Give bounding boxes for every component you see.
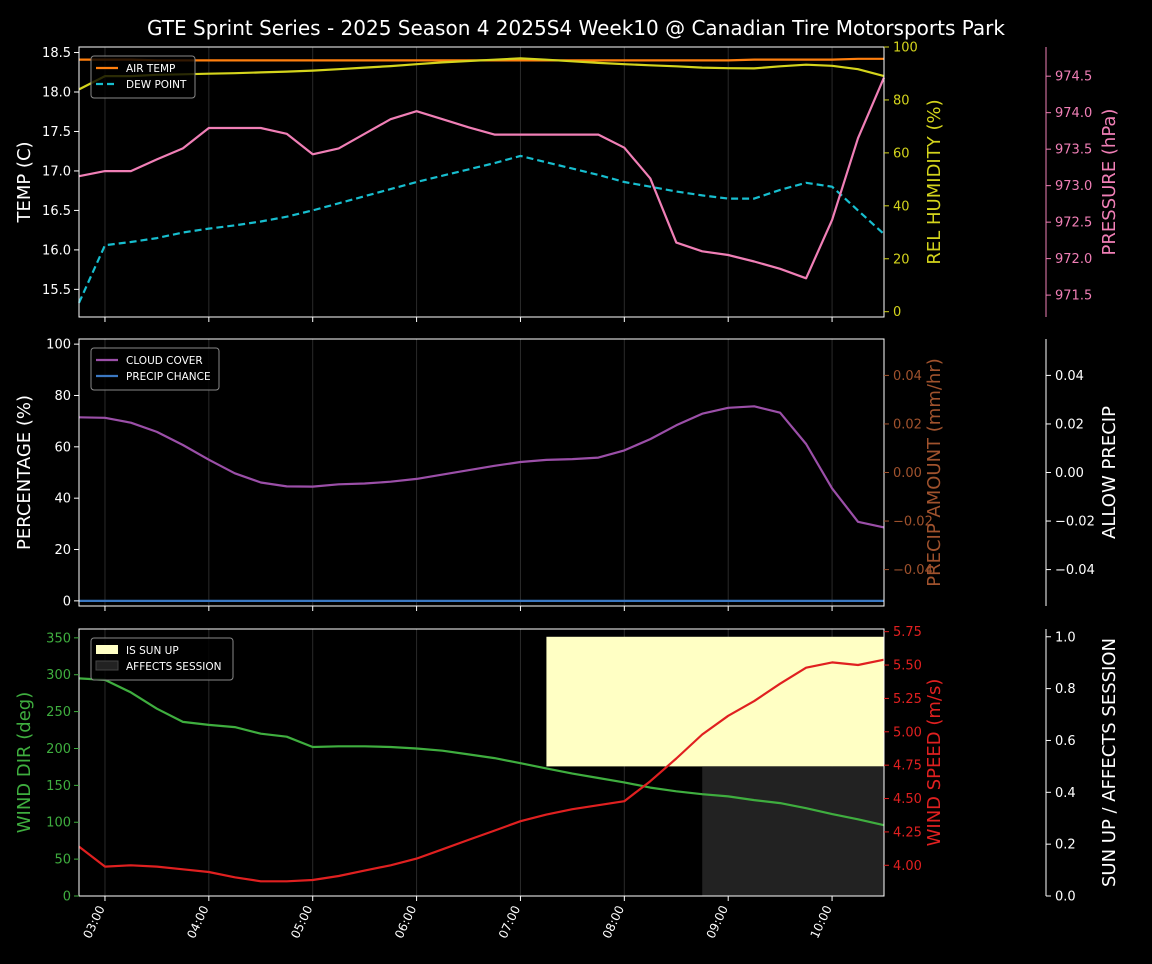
legend-swatch	[95, 660, 119, 671]
legend-box	[90, 637, 234, 681]
y-tick-label-right: 4.00	[893, 859, 922, 874]
panel-clouds: 0 20 40 60 80 100 PERCENTAGE (%) −0.04 −0.02 0.00…	[14, 338, 1120, 611]
y-tick-label-left: 16.0	[42, 243, 71, 258]
plot-frame	[78, 46, 885, 318]
series-line-wind-speed	[78, 658, 885, 883]
y-tick-label-right: 20	[893, 252, 910, 267]
legend-swatch	[96, 645, 118, 654]
y-tick-label-right: 5.50	[893, 659, 922, 674]
y-tick-label-right2: 0.8	[1055, 682, 1076, 697]
y-tick-label-left: 80	[54, 389, 71, 404]
y-axis-label-right2: SUN UP / AFFECTS SESSION	[1099, 638, 1120, 887]
y-tick-label-left: 16.5	[42, 204, 71, 219]
y-tick-label-left: 350	[46, 631, 71, 646]
y-tick-label-left: 18.5	[42, 46, 71, 61]
region-is-sun-up	[546, 636, 884, 767]
y-tick-label-right: 80	[893, 93, 910, 108]
y-axis-label-right: PRECIP AMOUNT (mm/hr)	[924, 358, 945, 587]
y-tick-label-right: 5.75	[893, 625, 922, 640]
y-tick-label-left: 200	[46, 742, 71, 757]
y-axis-label-left: TEMP (C)	[14, 141, 35, 223]
chart-title: GTE Sprint Series - 2025 Season 4 2025S4…	[147, 16, 1005, 40]
y-tick-label-left: 50	[54, 853, 71, 868]
y-tick-label-right2: 971.5	[1055, 289, 1092, 304]
legend: IS SUN UP AFFECTS SESSION	[90, 637, 234, 681]
y-tick-label-left: 0	[63, 890, 71, 905]
y-tick-label-right2: 0.0	[1055, 890, 1076, 905]
legend-entry-is-sun-up: IS SUN UP	[126, 645, 179, 657]
y-tick-label-left: 100	[46, 338, 71, 353]
y-axis-label-right: REL HUMIDITY (%)	[924, 99, 945, 264]
legend: AIR TEMP DEW POINT	[90, 55, 196, 99]
y-tick-label-right: 0.04	[893, 369, 922, 384]
series-line-wind-dir	[78, 677, 885, 827]
y-tick-label-right2: 0.4	[1055, 786, 1076, 801]
y-tick-label-right2: −0.02	[1055, 515, 1095, 530]
y-tick-label-right: 4.50	[893, 792, 922, 807]
legend-box	[90, 347, 220, 391]
y-axis-label-left: WIND DIR (deg)	[14, 692, 35, 834]
y-tick-label-right: 60	[893, 146, 910, 161]
y-tick-label-right: 0.02	[893, 417, 922, 432]
y-axis-label-right2: PRESSURE (hPa)	[1099, 109, 1120, 256]
region-affects-session	[702, 766, 884, 896]
y-tick-label-right: 0	[893, 305, 901, 320]
legend-entry-precip-chance: PRECIP CHANCE	[126, 371, 211, 383]
y-tick-label-right2: 0.2	[1055, 838, 1076, 853]
legend: CLOUD COVER PRECIP CHANCE	[90, 347, 220, 391]
y-tick-label-right2: 0.6	[1055, 734, 1076, 749]
y-tick-label-right: 4.25	[893, 825, 922, 840]
y-tick-label-right2: 974.0	[1055, 106, 1092, 121]
y-tick-label-left: 17.5	[42, 125, 71, 140]
y-tick-label-right2: 973.0	[1055, 179, 1092, 194]
legend-entry-affects-session: AFFECTS SESSION	[126, 661, 222, 673]
legend-entry-cloud-cover: CLOUD COVER	[126, 355, 203, 367]
series-line-humidity	[78, 57, 885, 91]
y-tick-label-left: 18.0	[42, 86, 71, 101]
y-tick-label-right2: −0.04	[1055, 563, 1095, 578]
y-tick-label-right2: 0.00	[1055, 466, 1084, 481]
legend-box	[90, 55, 196, 99]
y-tick-label-left: 300	[46, 668, 71, 683]
y-axis-label-right2: ALLOW PRECIP	[1099, 406, 1120, 539]
y-tick-label-left: 0	[63, 594, 71, 609]
legend-entry-dew-point: DEW POINT	[126, 79, 187, 91]
y-tick-label-right2: 1.0	[1055, 630, 1076, 645]
y-tick-label-right2: 972.0	[1055, 252, 1092, 267]
y-tick-label-right: 5.25	[893, 692, 922, 707]
plot-frame	[78, 628, 885, 897]
y-tick-label-left: 60	[54, 440, 71, 455]
y-tick-label-right: −0.02	[893, 515, 933, 530]
y-tick-label-right2: 0.04	[1055, 369, 1084, 384]
panel-weather: 15.5 16.0 16.5 17.0 17.5 18.0 18.5 TEMP (C) 0 20 4…	[14, 41, 1120, 322]
y-tick-label-right2: 973.5	[1055, 143, 1092, 158]
y-tick-label-left: 250	[46, 705, 71, 720]
y-axis-label-left: PERCENTAGE (%)	[14, 395, 35, 550]
panel-wind: 03:00 04:00 05:00 06:00 07:00 08:00 09:00 10:00…	[14, 625, 1120, 940]
y-tick-label-right: 0.00	[893, 466, 922, 481]
y-tick-label-left: 40	[54, 492, 71, 507]
y-tick-label-right2: 974.5	[1055, 70, 1092, 85]
y-tick-label-left: 17.0	[42, 164, 71, 179]
y-tick-label-right: 100	[893, 41, 918, 56]
series-line-pressure	[78, 77, 886, 280]
y-tick-label-right: 5.00	[893, 725, 922, 740]
y-tick-label-left: 20	[54, 543, 71, 558]
series-line-cloud	[78, 405, 885, 529]
legend-entry-air-temp: AIR TEMP	[126, 63, 175, 75]
y-tick-label-left: 15.5	[42, 283, 71, 298]
y-axis-label-right: WIND SPEED (m/s)	[924, 679, 945, 847]
y-tick-label-right2: 0.02	[1055, 417, 1084, 432]
y-tick-label-left: 100	[46, 816, 71, 831]
y-tick-label-right2: 972.5	[1055, 216, 1092, 231]
y-tick-label-right: 4.75	[893, 759, 922, 774]
y-tick-label-right: 40	[893, 199, 910, 214]
y-tick-label-right: −0.04	[893, 563, 933, 578]
y-tick-label-left: 150	[46, 779, 71, 794]
